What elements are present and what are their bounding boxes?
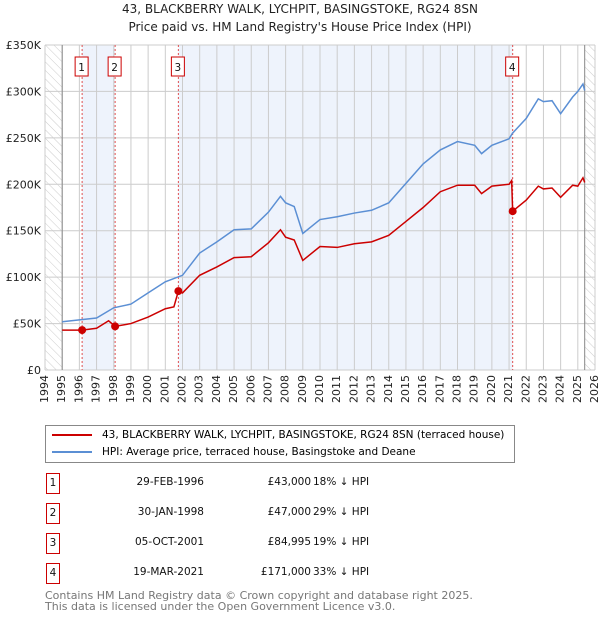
- property-price-line: [62, 176, 586, 331]
- x-tick-label: 2022: [519, 375, 532, 403]
- x-tick-label: 2021: [502, 375, 515, 403]
- y-tick-label: £300K: [6, 85, 42, 98]
- sale-date: 30-JAN-1998: [137, 506, 204, 518]
- sale-point: [111, 322, 120, 331]
- chart-plot: 1994 1995 1996 1997 1998 1999 2000 2001 2002 2003…: [6, 39, 600, 403]
- y-tick-label: £100K: [6, 271, 42, 284]
- y-tick-label: £150K: [6, 225, 42, 238]
- sale-point: [508, 207, 517, 216]
- sale-marker-number: 3: [46, 533, 60, 554]
- shaded-band: [82, 45, 116, 370]
- y-tick-label: £50K: [13, 318, 42, 331]
- footer-copyright: Contains HM Land Registry data © Crown c…: [45, 589, 473, 602]
- x-tick-label: 2017: [433, 375, 446, 403]
- chart-subtitle: Price paid vs. HM Land Registry's House …: [128, 20, 472, 34]
- x-tick-label: 2020: [485, 375, 498, 403]
- x-tick-label: 2003: [193, 375, 206, 403]
- x-tick-label: 2008: [279, 375, 292, 403]
- x-tick-label: 2004: [210, 375, 223, 403]
- x-tick-label: 2002: [176, 375, 189, 403]
- x-tick-label: 2006: [244, 375, 257, 403]
- x-tick-label: 2014: [382, 375, 395, 403]
- sale-label-box: [170, 56, 185, 77]
- sale-label: 3: [175, 62, 182, 74]
- sale-date: 19-MAR-2021: [133, 566, 204, 578]
- sale-label-box: [107, 56, 122, 77]
- x-tick-label: 2001: [158, 375, 171, 403]
- legend-red-line: [52, 434, 92, 436]
- sale-marker-number: 2: [46, 503, 60, 524]
- x-tick-label: 2009: [296, 375, 309, 403]
- legend-property: 43, BLACKBERRY WALK, LYCHPIT, BASINGSTOK…: [102, 429, 505, 441]
- shaded-band: [178, 45, 513, 370]
- x-tick-label: 2005: [227, 375, 240, 403]
- x-tick-label: 1995: [55, 375, 68, 403]
- x-tick-label: 2007: [261, 375, 274, 403]
- x-tick-label: 2026: [588, 375, 600, 403]
- sale-point: [174, 287, 183, 296]
- sale-price: £43,000: [267, 476, 311, 488]
- x-tick-label: 2012: [347, 375, 360, 403]
- x-tick-label: 1994: [38, 375, 51, 403]
- legend: 43, BLACKBERRY WALK, LYCHPIT, BASINGSTOK…: [45, 425, 515, 463]
- sale-date: 05-OCT-2001: [135, 536, 204, 548]
- x-tick-label: 2025: [571, 375, 584, 403]
- chart-title: 43, BLACKBERRY WALK, LYCHPIT, BASINGSTOK…: [121, 2, 478, 16]
- sale-marker-number: 4: [46, 563, 60, 584]
- legend-blue-line: [52, 451, 92, 453]
- x-tick-label: 2016: [416, 375, 429, 403]
- hpi-line: [62, 82, 586, 323]
- hatched-region-before: [45, 45, 63, 370]
- sale-marker-number: 1: [46, 473, 60, 494]
- x-tick-label: 1999: [124, 375, 137, 403]
- x-tick-label: 1997: [90, 375, 103, 403]
- sale-label: 1: [78, 62, 85, 74]
- x-tick-label: 2024: [554, 375, 567, 403]
- y-tick-label: £350K: [6, 39, 42, 52]
- x-tick-label: 2018: [451, 375, 464, 403]
- sale-label-box: [74, 56, 89, 77]
- sale-price: £171,000: [260, 566, 311, 578]
- sale-label-box: [505, 56, 520, 77]
- legend-hpi: HPI: Average price, terraced house, Basi…: [102, 446, 416, 458]
- sale-price: £84,995: [267, 536, 311, 548]
- sale-label: 4: [509, 62, 516, 74]
- sale-label: 2: [111, 62, 118, 74]
- x-tick-label: 2013: [365, 375, 378, 403]
- sale-price: £47,000: [267, 506, 311, 518]
- sale-hpi-diff: 33% ↓ HPI: [313, 566, 370, 578]
- sale-point: [78, 326, 87, 335]
- x-tick-label: 2019: [468, 375, 481, 403]
- footer-licence: This data is licensed under the Open Gov…: [45, 600, 396, 613]
- x-tick-label: 1996: [72, 375, 85, 403]
- x-tick-label: 2010: [313, 375, 326, 403]
- x-tick-label: 2015: [399, 375, 412, 403]
- y-tick-label: £250K: [6, 132, 42, 145]
- sale-hpi-diff: 29% ↓ HPI: [313, 506, 370, 518]
- hatched-region-after: [584, 45, 595, 370]
- y-tick-label: £200K: [6, 178, 42, 191]
- x-tick-label: 1998: [107, 375, 120, 403]
- sale-hpi-diff: 18% ↓ HPI: [313, 476, 370, 488]
- x-tick-label: 2000: [141, 375, 154, 403]
- sale-hpi-diff: 19% ↓ HPI: [313, 536, 370, 548]
- sale-date: 29-FEB-1996: [136, 476, 204, 488]
- x-tick-label: 2011: [330, 375, 343, 403]
- x-tick-label: 2023: [536, 375, 549, 403]
- y-tick-label: £0: [27, 364, 41, 377]
